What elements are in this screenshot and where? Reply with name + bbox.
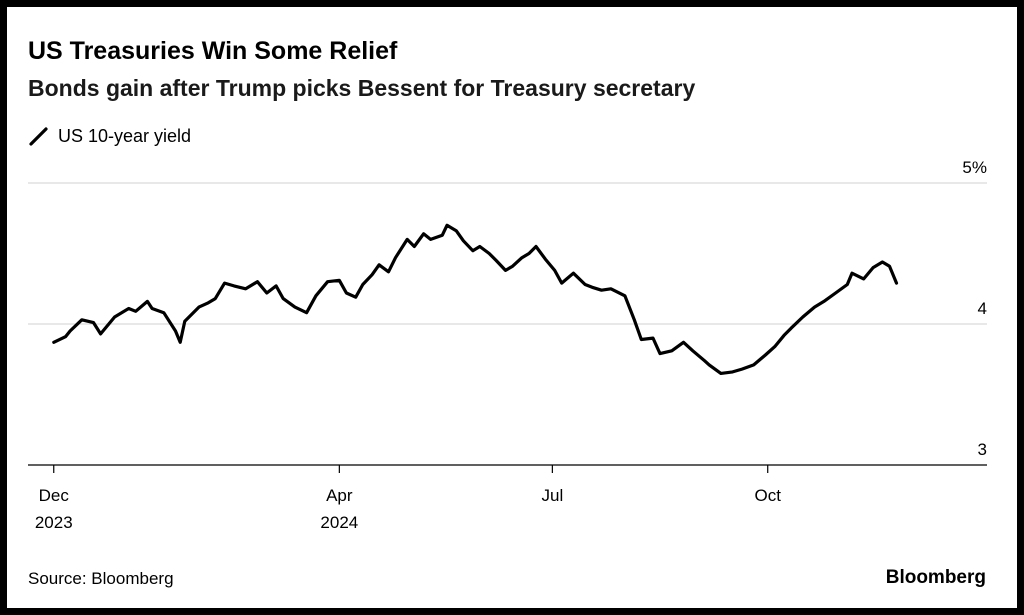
- y-tick-label: 5%: [962, 158, 987, 177]
- x-tick-label: Dec 2023: [35, 486, 73, 532]
- chart-title: US Treasuries Win Some Relief: [28, 37, 398, 65]
- line-chart: 3 4 5% Dec 2023 Apr 2024 Jul Oct: [28, 158, 987, 532]
- y-tick-label: 3: [978, 440, 987, 459]
- legend: US 10-year yield: [28, 125, 191, 147]
- source-note: Source: Bloomberg: [28, 569, 174, 588]
- x-tick-label: Apr 2024: [320, 486, 358, 532]
- chart-subtitle: Bonds gain after Trump picks Bessent for…: [28, 75, 696, 101]
- brand-logo: Bloomberg: [885, 567, 986, 588]
- chart-card: US Treasuries Win Some Relief Bonds gain…: [7, 7, 1017, 608]
- series-line-us-10-year-yield: [52, 223, 899, 375]
- y-tick-label: 4: [978, 299, 987, 318]
- x-tick-label: Jul: [541, 486, 563, 505]
- legend-line-icon: [29, 127, 48, 146]
- legend-label: US 10-year yield: [58, 125, 192, 146]
- x-tick-label: Oct: [755, 486, 782, 505]
